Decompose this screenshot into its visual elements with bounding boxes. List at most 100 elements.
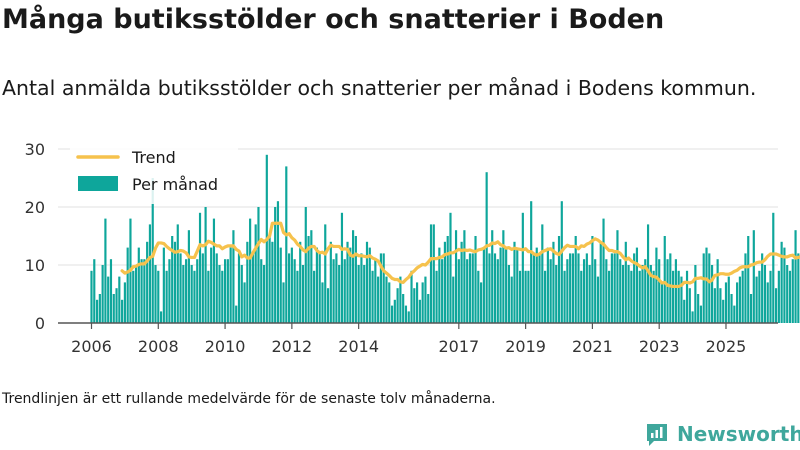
bar (385, 276, 388, 323)
bar (535, 247, 538, 323)
bar (115, 288, 118, 323)
bar (585, 253, 588, 323)
bar (363, 265, 366, 323)
bar (716, 259, 719, 323)
bar (146, 241, 149, 323)
bar (596, 276, 600, 323)
bar (772, 212, 775, 323)
bar (727, 276, 730, 323)
bar (416, 282, 419, 323)
bar (121, 299, 124, 323)
bar (193, 270, 196, 323)
bar (794, 230, 797, 323)
bar (315, 247, 318, 323)
bar (457, 259, 460, 323)
bar (140, 259, 143, 323)
bar (429, 224, 433, 323)
bar (755, 276, 758, 323)
bar (702, 253, 705, 323)
bar (215, 253, 218, 323)
bar (482, 247, 485, 323)
bar (502, 230, 505, 323)
bar (279, 247, 282, 323)
bar (185, 259, 188, 323)
x-tick-label: 2014 (338, 337, 379, 356)
bar (340, 212, 344, 323)
bar (276, 201, 280, 323)
x-tick-label: 2021 (572, 337, 613, 356)
bar (580, 270, 583, 323)
x-tick-label: 2019 (505, 337, 546, 356)
bar (474, 236, 477, 323)
bar (251, 253, 254, 323)
bar (666, 259, 669, 323)
bar (566, 259, 569, 323)
bar (410, 270, 413, 323)
bar (560, 201, 563, 323)
x-tick-label: 2012 (272, 337, 313, 356)
y-tick-label: 30 (25, 140, 45, 159)
bar (168, 259, 171, 323)
bar (663, 236, 666, 323)
bar (549, 259, 552, 323)
bar (299, 241, 302, 323)
bar (399, 276, 402, 323)
bar (788, 270, 792, 323)
bar (287, 253, 291, 323)
bar (173, 241, 177, 323)
bar (783, 247, 786, 323)
x-tick-label: 2017 (438, 337, 479, 356)
bar (730, 294, 733, 323)
bar (176, 224, 179, 323)
bar (530, 201, 533, 323)
bar (466, 259, 469, 323)
bar (223, 259, 227, 323)
bar (524, 270, 527, 323)
bar (591, 236, 594, 323)
bar (571, 253, 575, 323)
brand-name: Newsworthy (677, 422, 800, 446)
brand: Newsworthy (644, 420, 800, 448)
bar (624, 241, 627, 323)
bar (304, 207, 307, 323)
bar (621, 265, 625, 323)
bar (538, 253, 541, 323)
bar (377, 276, 380, 323)
bar (766, 282, 769, 323)
bar (488, 253, 491, 323)
bar (724, 282, 728, 323)
bar (432, 224, 435, 323)
bar (98, 294, 101, 323)
bar (262, 265, 266, 323)
bar (610, 253, 613, 323)
bar (282, 282, 285, 323)
bar (134, 265, 138, 323)
bar (210, 247, 213, 323)
bar (338, 265, 341, 323)
bar (518, 270, 522, 323)
bar (786, 265, 789, 323)
bar (658, 259, 661, 323)
bar (171, 236, 174, 323)
footnote: Trendlinjen är ett rullande medelvärde f… (2, 391, 496, 407)
bar (649, 265, 652, 323)
bar (613, 253, 616, 323)
bar (162, 247, 165, 323)
bar (148, 224, 152, 323)
bar (207, 270, 210, 323)
y-tick-label: 10 (25, 256, 45, 275)
bar (758, 270, 761, 323)
bar (761, 253, 764, 323)
x-tick-label: 2008 (138, 337, 179, 356)
bar (396, 288, 399, 323)
bar (691, 311, 694, 323)
bar (699, 305, 703, 323)
bar (427, 294, 430, 323)
bar (505, 247, 508, 323)
bar (332, 259, 335, 323)
bar (752, 230, 755, 323)
bar (672, 270, 675, 323)
bar (290, 247, 293, 323)
bar (569, 253, 572, 323)
bar (557, 236, 561, 323)
